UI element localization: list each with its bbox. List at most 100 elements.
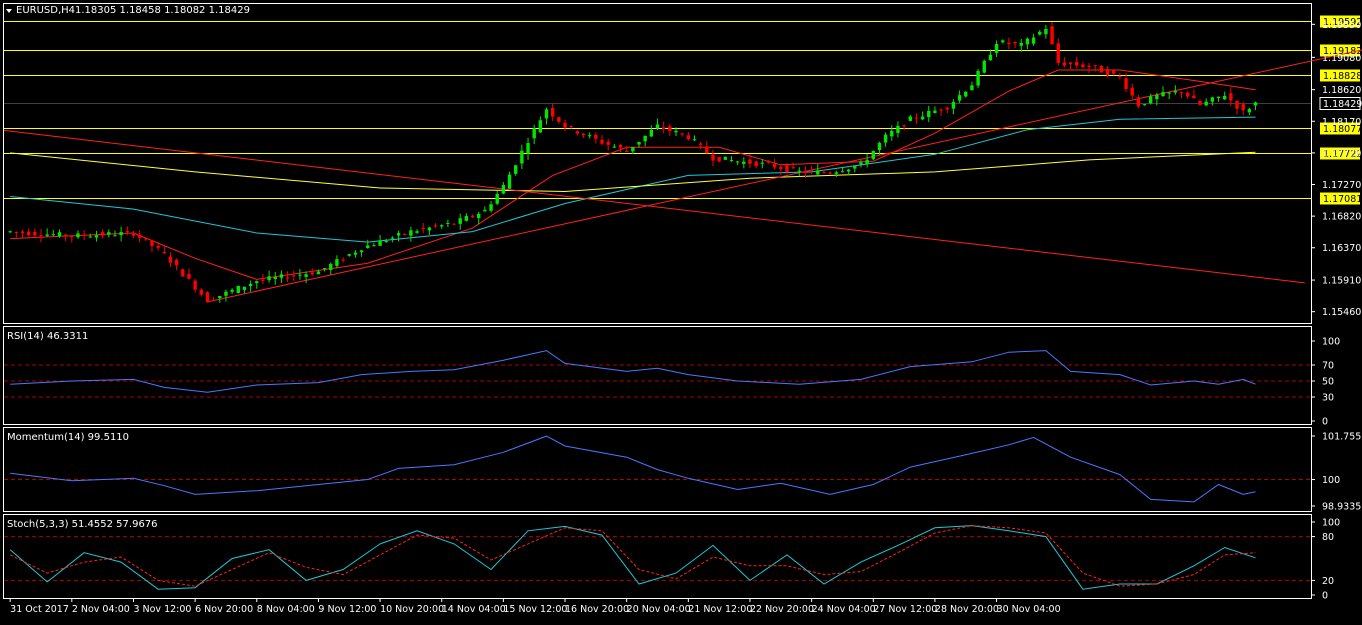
indicator-tick-label: 98.9335 [1322, 502, 1361, 513]
chart-menu-triangle-icon[interactable] [6, 9, 12, 13]
candle-body [618, 144, 623, 148]
candle-body [261, 279, 265, 281]
price-tick-label: 1.19550 [1322, 20, 1361, 31]
candle-body [532, 128, 536, 139]
price-level-box [1320, 192, 1360, 205]
candle-body [458, 218, 462, 224]
candle-body [920, 116, 925, 120]
candle-body [526, 143, 530, 154]
candle-body [594, 134, 598, 139]
candle-body [569, 126, 573, 128]
candle-body [51, 234, 56, 236]
candle-body [890, 130, 894, 137]
candle-body [33, 231, 37, 236]
candle-body [1075, 61, 1079, 66]
candle-body [661, 127, 666, 129]
candle-body [507, 174, 512, 189]
ma-mid-line [10, 116, 1256, 243]
candle-body [14, 231, 19, 233]
price-axis: 1.19550 1.19080 1.18620 1.18170 1.17720 1.172… [1311, 20, 1361, 318]
candle-body [520, 150, 524, 164]
candle-body [822, 172, 826, 174]
candle-body [1198, 100, 1202, 105]
price-level-box [1320, 122, 1360, 135]
rsi-indicator: 100 70 50 30 0 [4, 337, 1340, 428]
price-level-box [1320, 147, 1360, 160]
candle-body [606, 141, 610, 145]
time-tick-label: 28 Nov 20:00 [935, 604, 999, 615]
price-tick-label: 1.15910 [1322, 276, 1361, 287]
candle-body [162, 251, 166, 253]
candle-body [483, 209, 487, 212]
candle-body [1136, 97, 1141, 107]
trendlines[interactable] [3, 49, 1362, 303]
candle-body [1019, 42, 1023, 46]
candle-body [211, 299, 216, 301]
candle-body [1253, 102, 1258, 106]
candle-body [976, 71, 980, 86]
candle-body [199, 289, 203, 295]
candle-body [557, 117, 561, 122]
candle-body [20, 231, 25, 233]
candle-body [310, 272, 314, 275]
candle-body [218, 295, 222, 299]
indicator-tick-label: 101.755 [1322, 432, 1361, 443]
rsi-pane[interactable] [3, 326, 1312, 425]
candle-body [113, 235, 117, 237]
time-tick-label: 9 Nov 12:00 [318, 604, 376, 615]
candle-body [544, 109, 549, 119]
candle-body [1062, 62, 1067, 66]
candle-body [205, 292, 210, 303]
candle-body [1001, 40, 1005, 43]
candle-body [680, 133, 684, 135]
candle-body [477, 213, 481, 219]
candle-body [26, 231, 31, 236]
candle-body [384, 240, 388, 242]
candle-body [957, 95, 962, 101]
stoch-pane[interactable] [3, 514, 1312, 599]
indicator-tick-label: 70 [1322, 361, 1334, 372]
candle-body [1056, 43, 1060, 63]
candle-body [803, 171, 808, 174]
horizontal-levels[interactable]: 1.19592 1.19182 1.18828 1.18077 1.17722 1.170… [4, 15, 1362, 206]
resistance-trendline[interactable] [3, 129, 1305, 284]
time-tick-label: 27 Nov 12:00 [873, 604, 937, 615]
candle-body [643, 135, 647, 142]
indicator-tick-label: 50 [1322, 377, 1334, 388]
candle-body [1222, 95, 1227, 100]
candle-body [181, 269, 185, 277]
candle-body [1038, 31, 1042, 35]
candle-body [859, 162, 863, 165]
support-trendline[interactable] [207, 49, 1362, 303]
candle-body [82, 234, 86, 236]
ma-slow-line [10, 151, 1256, 193]
momentum-pane[interactable] [3, 427, 1312, 512]
candle-body [1007, 42, 1011, 45]
candles [8, 21, 1258, 303]
candle-body [988, 54, 993, 61]
candle-body [970, 85, 974, 91]
indicator-tick-label: 0 [1322, 591, 1328, 602]
candle-body [964, 91, 968, 97]
candle-body [1210, 97, 1215, 102]
candle-body [883, 134, 888, 143]
candle-body [587, 135, 592, 137]
candle-body [914, 117, 919, 119]
candle-body [735, 161, 740, 163]
candle-body [742, 161, 746, 164]
candle-body [1149, 96, 1153, 104]
candle-body [766, 161, 771, 163]
candle-body [563, 122, 567, 128]
candle-body [440, 225, 444, 227]
candle-body [686, 135, 691, 140]
stoch-main-line [9, 525, 1256, 590]
candle-body [649, 129, 654, 137]
candle-body [908, 116, 912, 121]
candle-body [754, 161, 758, 167]
candle-body [1192, 95, 1196, 99]
candle-body [612, 146, 617, 148]
main-pane[interactable] [3, 3, 1312, 324]
candle-body [224, 291, 228, 296]
